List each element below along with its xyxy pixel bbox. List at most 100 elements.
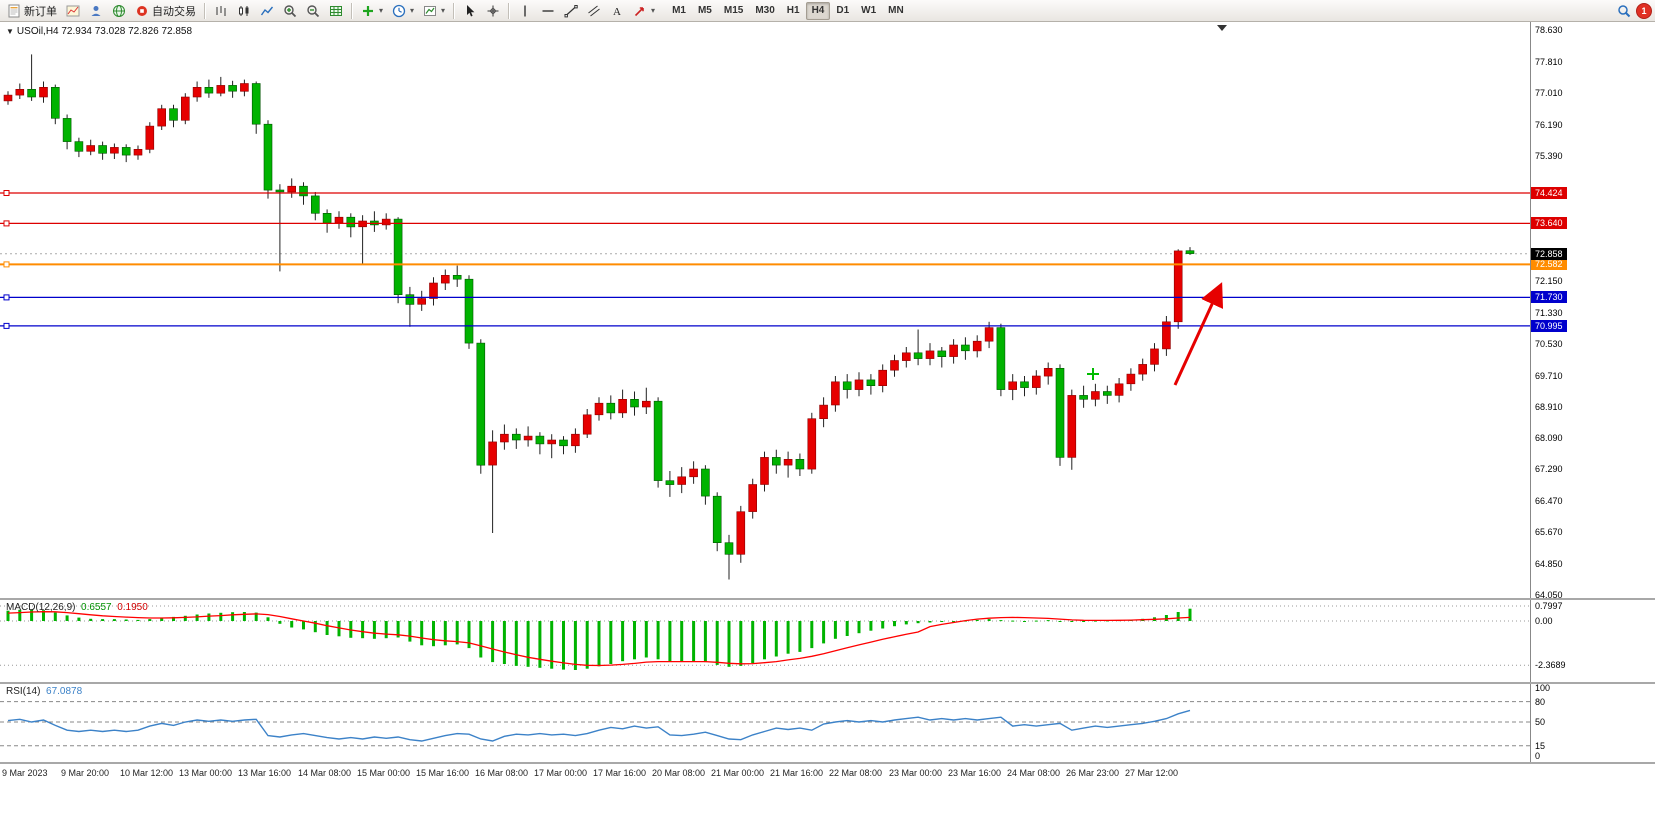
candle (1032, 370, 1041, 395)
trend-arrow-annotation[interactable] (1173, 282, 1224, 386)
crosshair-button[interactable] (482, 1, 504, 20)
timeframe-w1-button[interactable]: W1 (855, 2, 882, 20)
toolbar-separator (351, 2, 353, 19)
macd-histogram-bar (491, 621, 495, 663)
candle (1043, 362, 1053, 385)
horizontal-line-object[interactable] (0, 190, 1530, 196)
horizontal-line-object[interactable] (0, 294, 1530, 301)
macd-panel[interactable]: MACD(12,26,9) 0.6557 0.1950 (0, 600, 1531, 682)
rsi-chart[interactable] (0, 684, 1530, 762)
candle (240, 79, 249, 97)
horizontal-line-object[interactable] (0, 261, 1530, 268)
candle (1008, 374, 1018, 401)
arrows-tool-button[interactable]: ▾ (629, 1, 659, 20)
auto-trading-button[interactable]: 自动交易 (131, 1, 200, 20)
line-handle[interactable] (3, 322, 10, 329)
line-handle[interactable] (3, 220, 10, 227)
candle (771, 449, 781, 474)
candle (1103, 385, 1112, 404)
candle (972, 335, 982, 358)
horizontal-line-object[interactable] (0, 220, 1530, 227)
macd-histogram-bar (680, 621, 684, 662)
candle (618, 389, 627, 418)
time-axis-label: 15 Mar 16:00 (416, 768, 470, 778)
rsi-value: 67.0878 (46, 686, 83, 697)
main-chart[interactable]: ▼ USOil,H4 72.934 73.028 72.826 72.858 (0, 22, 1531, 598)
panel-splitter[interactable] (0, 598, 1655, 600)
tile-windows-button[interactable] (325, 1, 347, 20)
vertical-line-button[interactable] (514, 1, 536, 20)
zoom-out-button[interactable] (302, 1, 324, 20)
macd-histogram-bar (1082, 621, 1086, 622)
candle (1067, 389, 1077, 470)
plus-marker[interactable] (1087, 368, 1099, 380)
panel-splitter[interactable] (0, 682, 1655, 684)
indicators-button[interactable]: ▾ (357, 1, 387, 20)
macd-histogram-bar (1188, 608, 1192, 621)
timeframe-h1-button[interactable]: H1 (781, 2, 806, 20)
line-chart-type-button[interactable] (256, 1, 278, 20)
search-button[interactable] (1613, 1, 1635, 20)
line-handle[interactable] (3, 190, 10, 196)
timeframe-h4-button[interactable]: H4 (805, 1, 831, 20)
timeframe-d1-button[interactable]: D1 (830, 2, 855, 20)
candle (405, 286, 415, 327)
macd-histogram-bar (763, 621, 766, 660)
candle (996, 323, 1006, 397)
timeframe-mn-button[interactable]: MN (882, 2, 910, 20)
price-line-badge: 72.858 (1531, 247, 1567, 260)
chart-window-button[interactable] (62, 1, 84, 20)
trendline-button[interactable] (560, 1, 582, 20)
macd-chart[interactable] (0, 600, 1530, 682)
macd-histogram-bar (302, 621, 305, 630)
market-watch-button[interactable] (108, 1, 130, 20)
candle (74, 137, 84, 158)
timeframe-m1-button[interactable]: M1 (666, 2, 692, 20)
line-handle[interactable] (3, 294, 10, 301)
candles-icon (237, 4, 251, 18)
price-axis-label: 78.630 (1535, 25, 1563, 35)
timeframe-m30-button[interactable]: M30 (749, 2, 780, 20)
horizontal-line-object[interactable] (0, 322, 1530, 329)
notification-badge[interactable]: 1 (1636, 2, 1652, 19)
timeframe-m15-button[interactable]: M15 (718, 2, 749, 20)
text-icon: A (610, 4, 624, 18)
navigator-button[interactable] (85, 1, 107, 20)
macd-histogram-bar (1176, 612, 1180, 621)
price-axis-label: 64.850 (1535, 558, 1563, 569)
cursor-button[interactable] (459, 1, 481, 20)
candle (62, 114, 72, 150)
time-axis[interactable]: 9 Mar 2023 9 Mar 20:00 10 Mar 12:00 13 Mar … (0, 764, 1655, 784)
text-tool-button[interactable]: A (606, 1, 628, 20)
new-order-button-label: 新订单 (24, 5, 57, 18)
chart-shift-marker[interactable] (1217, 25, 1227, 31)
zoom-in-button[interactable] (279, 1, 301, 20)
candlestick-chart[interactable] (0, 22, 1530, 598)
templates-button[interactable]: ▾ (419, 1, 449, 20)
toolbar-separator (453, 2, 456, 19)
periods-button[interactable]: ▾ (388, 1, 418, 20)
horizontal-line-button[interactable] (537, 1, 559, 20)
new-order-button[interactable]: 新订单 (3, 1, 61, 20)
candle (1091, 383, 1100, 407)
candle (819, 397, 828, 428)
candle (831, 376, 840, 412)
panel-splitter[interactable] (0, 762, 1655, 764)
candle (370, 211, 379, 232)
candle (665, 471, 675, 497)
price-scale[interactable]: 78.630 77.810 77.010 76.190 75.390 72.150 71.3… (1531, 22, 1655, 784)
autotrade-icon (135, 4, 149, 18)
price-axis-label: 77.810 (1535, 56, 1563, 67)
timeframe-m5-button[interactable]: M5 (692, 2, 718, 20)
time-axis-label: 13 Mar 00:00 (179, 768, 233, 778)
macd-histogram-bar (1023, 621, 1026, 622)
rsi-panel[interactable]: RSI(14) 67.0878 (0, 684, 1531, 762)
equidistant-channel-button[interactable] (583, 1, 605, 20)
bar-chart-type-button[interactable] (210, 1, 232, 20)
macd-histogram-bar (975, 619, 979, 621)
candlestick-chart-type-button[interactable] (233, 1, 255, 20)
main-toolbar: 新订单 自动交易 ▾ ▾ ▾ A ▾ M1 M5 M15 M30 H1 H4 D1 W1 MN 1 (0, 0, 1655, 22)
candle (736, 505, 746, 563)
macd-histogram-bar (644, 621, 648, 658)
line-handle[interactable] (3, 261, 10, 268)
